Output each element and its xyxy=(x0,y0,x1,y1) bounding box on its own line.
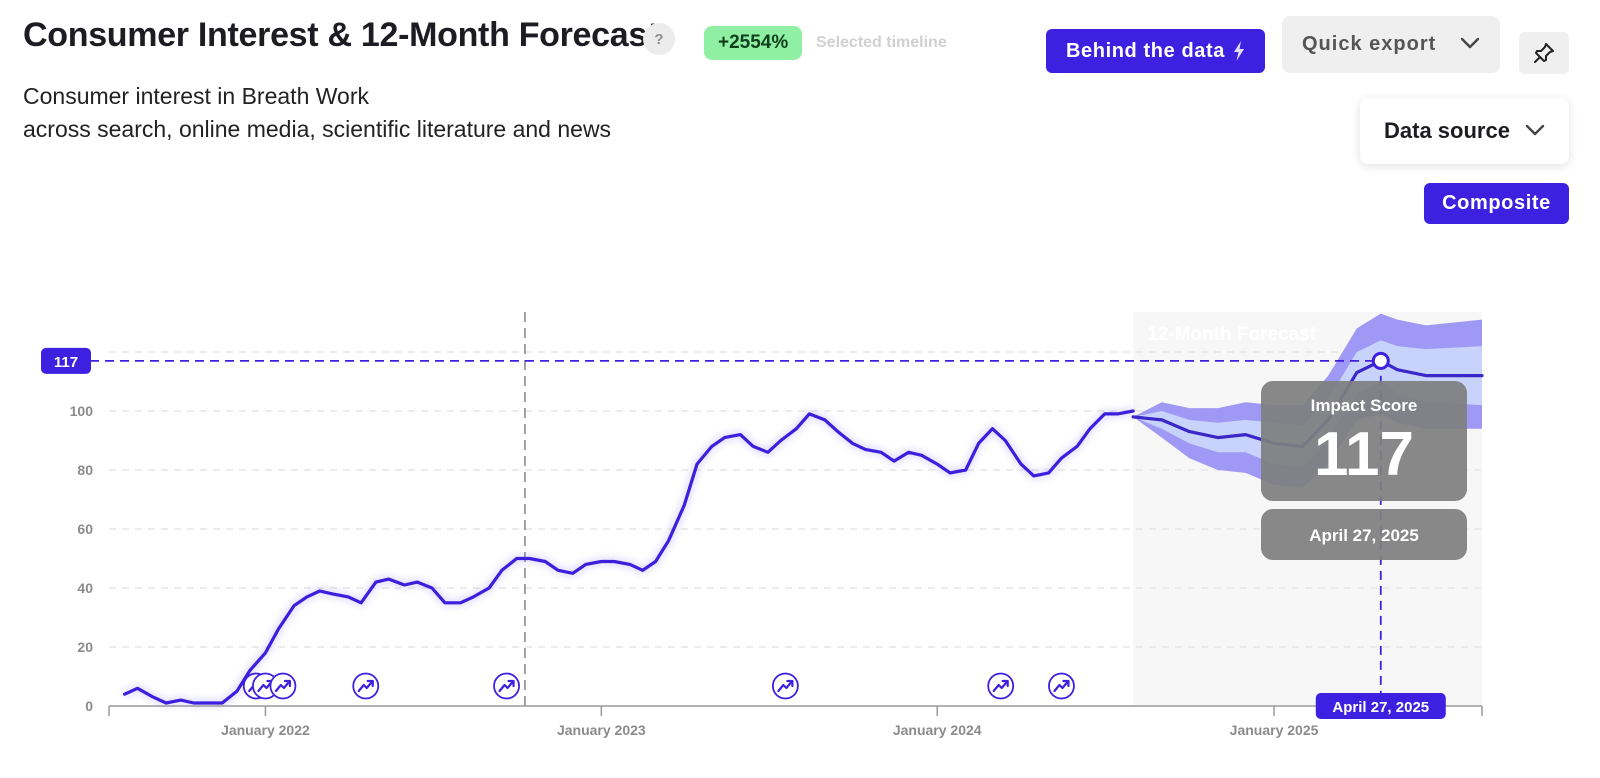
data-source-label: Data source xyxy=(1384,118,1510,143)
quick-export-label: Quick export xyxy=(1302,33,1437,55)
hover-value-tag xyxy=(41,347,91,374)
y-tick-label: 60 xyxy=(77,521,93,537)
chart-subtitle: Consumer interest in Breath Work across … xyxy=(23,80,611,146)
trend-event-icon-head xyxy=(786,679,794,688)
hover-date-tag-text: April 27, 2025 xyxy=(1332,699,1429,716)
y-tick-label: 0 xyxy=(85,698,93,714)
trend-event-icon[interactable] xyxy=(352,672,380,700)
tooltip-date-box xyxy=(1261,509,1467,560)
trend-event-icon-head xyxy=(1062,679,1070,688)
hover-value-tag-text: 117 xyxy=(54,354,78,371)
x-tick-label: January 2023 xyxy=(557,722,646,738)
tooltip-date: April 27, 2025 xyxy=(1309,526,1419,545)
chevron-down-icon xyxy=(1460,37,1480,49)
trend-event-icon[interactable] xyxy=(987,672,1015,700)
trend-event-icon-head xyxy=(507,679,515,688)
trend-event-icon[interactable] xyxy=(1048,672,1075,700)
trend-event-icon[interactable] xyxy=(269,672,297,700)
data-source-dropdown[interactable]: Data source xyxy=(1360,98,1569,164)
x-tick-label: January 2025 xyxy=(1230,722,1319,738)
help-icon[interactable]: ? xyxy=(643,23,675,55)
quick-export-dropdown[interactable]: Quick export xyxy=(1282,16,1500,73)
page-title: Consumer Interest & 12-Month Forecast xyxy=(23,16,659,54)
hover-point xyxy=(1371,351,1390,370)
trend-event-icon-arrow xyxy=(498,680,514,693)
hover-date-tag xyxy=(1315,693,1446,719)
trend-event-icon-arrow xyxy=(257,680,273,693)
tooltip-box xyxy=(1261,381,1467,501)
trend-event-icon-head xyxy=(366,679,374,688)
chevron-down-icon xyxy=(1525,124,1545,136)
tooltip-title: Impact Score xyxy=(1311,396,1418,415)
trend-event-icon[interactable] xyxy=(493,672,520,700)
change-caption: Selected timeline xyxy=(816,34,947,51)
composite-button[interactable]: Composite xyxy=(1424,183,1569,224)
y-tick-label: 40 xyxy=(77,580,93,596)
pin-button[interactable] xyxy=(1519,32,1569,74)
change-badge: +2554% xyxy=(704,26,803,60)
trend-event-icon-arrow xyxy=(357,680,373,693)
y-tick-label: 100 xyxy=(70,403,94,419)
forecast-label: 12-Month Forecast xyxy=(1147,324,1317,345)
tooltip-value: 117 xyxy=(1314,420,1414,489)
forecast-band-inner xyxy=(1133,340,1482,467)
trend-event-icon-head xyxy=(1001,679,1009,688)
pin-icon xyxy=(1534,43,1554,63)
trend-event-icon-arrow xyxy=(1053,680,1069,693)
behind-the-data-button[interactable]: Behind the data xyxy=(1046,29,1265,73)
trend-event-icon[interactable] xyxy=(771,672,799,700)
subtitle-line-topic: Consumer interest in Breath Work xyxy=(23,83,369,109)
trend-event-icon-arrow xyxy=(777,680,793,693)
trend-event-icon-head xyxy=(283,679,292,688)
y-tick-label: 20 xyxy=(77,639,93,655)
x-tick-label: January 2022 xyxy=(221,722,310,738)
series-line-glow xyxy=(123,408,1134,707)
trend-event-icon-arrow xyxy=(992,680,1008,693)
y-tick-label: 80 xyxy=(77,462,93,478)
history-line xyxy=(123,409,1135,705)
behind-the-data-label: Behind the data xyxy=(1065,39,1225,62)
x-tick-label: January 2024 xyxy=(893,722,982,738)
trend-event-icon-arrow xyxy=(274,680,291,693)
bolt-icon xyxy=(1234,41,1244,61)
subtitle-line-sources: across search, online media, scientific … xyxy=(23,116,612,142)
